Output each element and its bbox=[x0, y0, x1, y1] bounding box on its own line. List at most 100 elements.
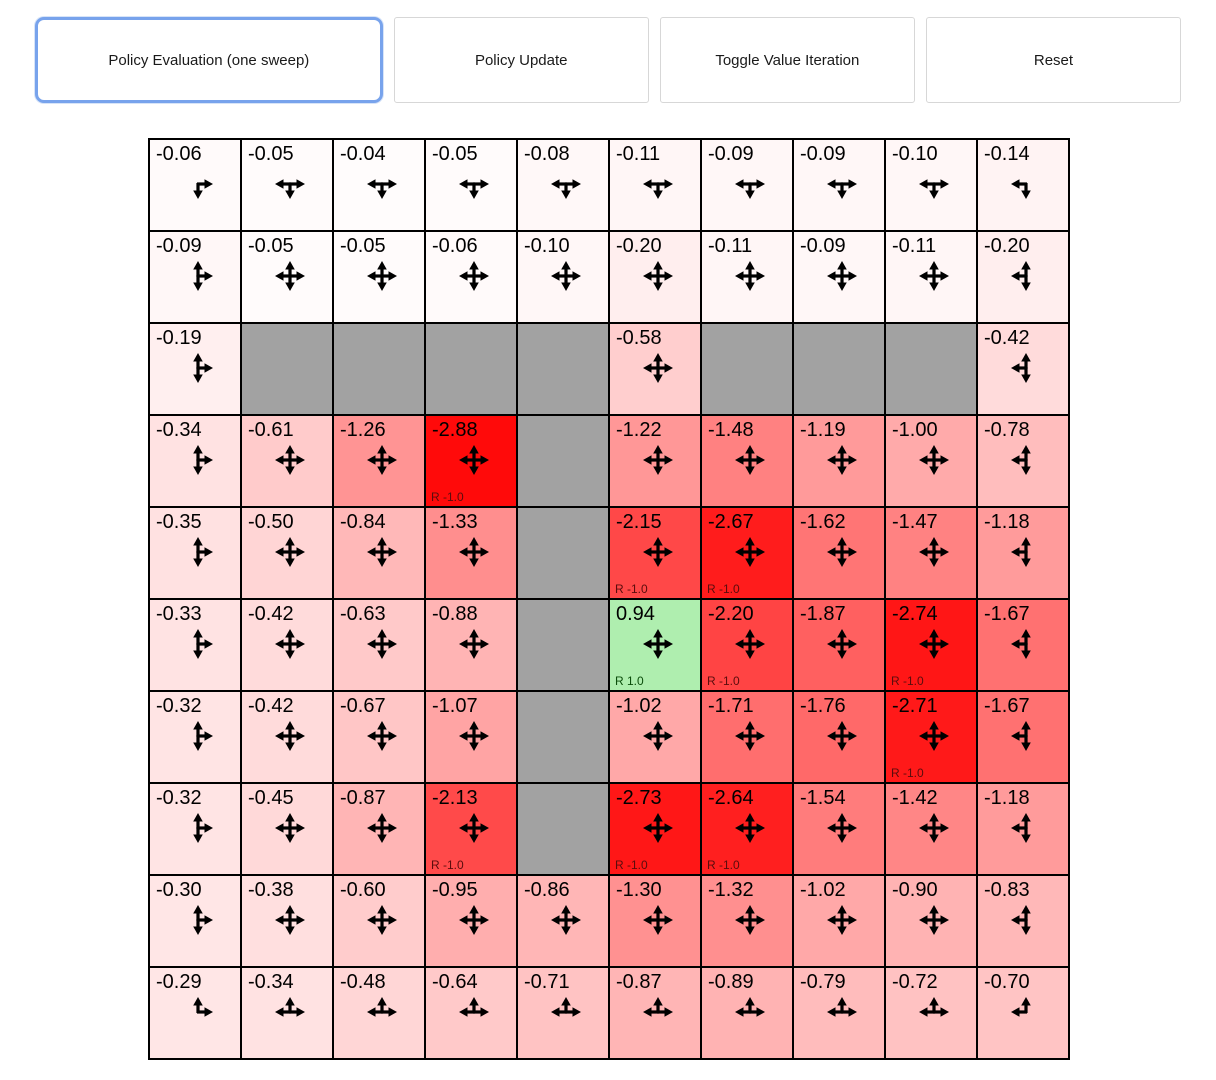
cell-value: -1.67 bbox=[984, 695, 1030, 717]
grid-cell: -0.50 bbox=[241, 507, 333, 599]
cell-value: -0.05 bbox=[432, 143, 478, 165]
policy-arrows-icon bbox=[827, 261, 857, 291]
grid-cell: -0.60 bbox=[333, 875, 425, 967]
grid-cell: -1.33 bbox=[425, 507, 517, 599]
policy-evaluation-button[interactable]: Policy Evaluation (one sweep) bbox=[35, 17, 383, 103]
cell-value: -0.48 bbox=[340, 971, 386, 993]
policy-arrows-icon bbox=[643, 905, 673, 935]
grid-cell: -0.95 bbox=[425, 875, 517, 967]
grid-cell: -0.19 bbox=[149, 323, 241, 415]
grid-cell: -0.79 bbox=[793, 967, 885, 1059]
policy-arrows-icon bbox=[1011, 997, 1031, 1017]
policy-arrows-icon bbox=[459, 537, 489, 567]
cell-value: -0.04 bbox=[340, 143, 386, 165]
cell-value: -1.48 bbox=[708, 419, 754, 441]
policy-arrows-icon bbox=[1011, 629, 1031, 659]
cell-value: -0.86 bbox=[524, 879, 570, 901]
grid-cell: -1.00 bbox=[885, 415, 977, 507]
policy-arrows-icon bbox=[919, 629, 949, 659]
cell-value: 0.94 bbox=[616, 603, 655, 625]
cell-value: -0.06 bbox=[432, 235, 478, 257]
grid-cell: -1.26 bbox=[333, 415, 425, 507]
cell-value: -0.50 bbox=[248, 511, 294, 533]
policy-arrows-icon bbox=[735, 261, 765, 291]
grid-cell: -0.70 bbox=[977, 967, 1069, 1059]
grid-cell: -0.04 bbox=[333, 139, 425, 231]
grid-cell: -0.64 bbox=[425, 967, 517, 1059]
cell-value: -1.18 bbox=[984, 511, 1030, 533]
cell-value: -1.54 bbox=[800, 787, 846, 809]
policy-arrows-icon bbox=[643, 813, 673, 843]
cell-value: -0.58 bbox=[616, 327, 662, 349]
policy-arrows-icon bbox=[367, 905, 397, 935]
policy-arrows-icon bbox=[275, 905, 305, 935]
cell-value: -1.22 bbox=[616, 419, 662, 441]
policy-arrows-icon bbox=[275, 179, 305, 199]
toggle-value-iteration-button[interactable]: Toggle Value Iteration bbox=[659, 17, 915, 103]
grid-cell: -2.20 R -1.0 bbox=[701, 599, 793, 691]
grid-cell: -0.63 bbox=[333, 599, 425, 691]
cell-value: -1.76 bbox=[800, 695, 846, 717]
policy-arrows-icon bbox=[367, 445, 397, 475]
policy-arrows-icon bbox=[735, 905, 765, 935]
cell-value: -1.30 bbox=[616, 879, 662, 901]
grid-cell: -0.72 bbox=[885, 967, 977, 1059]
grid-cell: -0.32 bbox=[149, 691, 241, 783]
cell-value: -0.29 bbox=[156, 971, 202, 993]
cell-reward: R -1.0 bbox=[431, 858, 464, 872]
grid-cell: -0.48 bbox=[333, 967, 425, 1059]
policy-arrows-icon bbox=[735, 537, 765, 567]
reset-button[interactable]: Reset bbox=[925, 17, 1182, 103]
cell-value: -0.42 bbox=[248, 695, 294, 717]
policy-arrows-icon bbox=[827, 905, 857, 935]
grid-cell: -0.67 bbox=[333, 691, 425, 783]
cell-value: -0.71 bbox=[524, 971, 570, 993]
policy-update-button[interactable]: Policy Update bbox=[393, 17, 649, 103]
grid-cell: -1.67 bbox=[977, 599, 1069, 691]
grid-cell: -1.02 bbox=[609, 691, 701, 783]
grid-cell: -0.38 bbox=[241, 875, 333, 967]
cell-value: -1.18 bbox=[984, 787, 1030, 809]
cell-value: -1.19 bbox=[800, 419, 846, 441]
grid-cell: -0.11 bbox=[885, 231, 977, 323]
cell-value: -0.79 bbox=[800, 971, 846, 993]
grid-cell-wall bbox=[517, 507, 609, 599]
grid-cell: -0.09 bbox=[701, 139, 793, 231]
grid-cell-wall bbox=[241, 323, 333, 415]
cell-value: -0.38 bbox=[248, 879, 294, 901]
cell-value: -0.83 bbox=[984, 879, 1030, 901]
policy-arrows-icon bbox=[827, 997, 857, 1017]
grid-cell: -1.22 bbox=[609, 415, 701, 507]
grid-cell: -1.47 bbox=[885, 507, 977, 599]
cell-reward: R -1.0 bbox=[707, 858, 740, 872]
policy-arrows-icon bbox=[459, 997, 489, 1017]
grid-cell: -0.05 bbox=[241, 139, 333, 231]
policy-arrows-icon bbox=[367, 537, 397, 567]
policy-arrows-icon bbox=[735, 997, 765, 1017]
policy-arrows-icon bbox=[193, 445, 213, 475]
cell-value: -2.73 bbox=[616, 787, 662, 809]
cell-value: -0.61 bbox=[248, 419, 294, 441]
cell-value: -0.78 bbox=[984, 419, 1030, 441]
policy-arrows-icon bbox=[193, 997, 213, 1017]
grid-cell: -0.20 bbox=[977, 231, 1069, 323]
grid-cell: -1.30 bbox=[609, 875, 701, 967]
policy-arrows-icon bbox=[735, 445, 765, 475]
grid-cell-wall bbox=[517, 783, 609, 875]
grid-cell-wall bbox=[701, 323, 793, 415]
policy-arrows-icon bbox=[827, 629, 857, 659]
policy-arrows-icon bbox=[827, 179, 857, 199]
policy-arrows-icon bbox=[193, 905, 213, 935]
cell-value: -2.20 bbox=[708, 603, 754, 625]
policy-arrows-icon bbox=[643, 445, 673, 475]
cell-value: -0.87 bbox=[616, 971, 662, 993]
cell-value: -0.10 bbox=[892, 143, 938, 165]
cell-value: -0.20 bbox=[984, 235, 1030, 257]
policy-arrows-icon bbox=[827, 813, 857, 843]
cell-value: -0.32 bbox=[156, 787, 202, 809]
policy-arrows-icon bbox=[459, 629, 489, 659]
grid-cell: -1.42 bbox=[885, 783, 977, 875]
grid-cell: -0.34 bbox=[149, 415, 241, 507]
grid-cell: -1.62 bbox=[793, 507, 885, 599]
grid-cell: -0.33 bbox=[149, 599, 241, 691]
